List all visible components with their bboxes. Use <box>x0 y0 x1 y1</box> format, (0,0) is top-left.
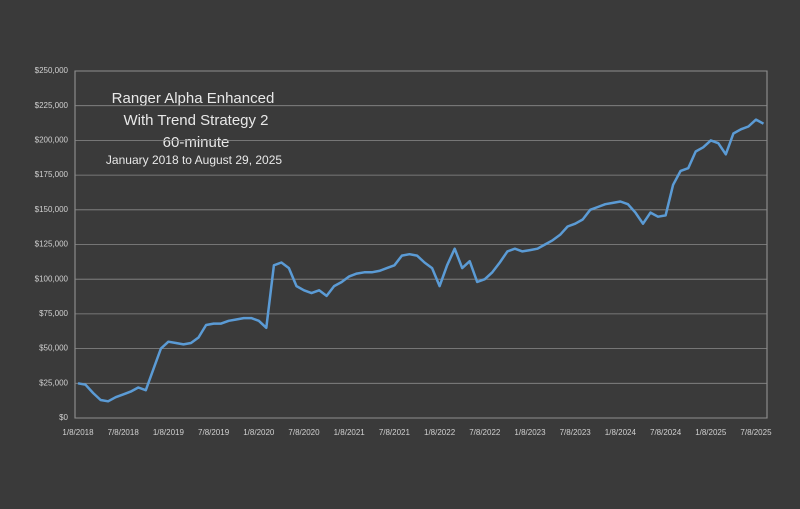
subtitle: January 2018 to August 29, 2025 <box>106 153 282 167</box>
x-tick-label: 1/8/2023 <box>514 428 546 437</box>
x-tick-label: 1/8/2019 <box>153 428 185 437</box>
title-line: With Trend Strategy 2 <box>123 112 268 129</box>
y-tick-label: $175,000 <box>35 170 69 179</box>
x-tick-label: 7/8/2020 <box>288 428 320 437</box>
y-tick-label: $125,000 <box>35 240 69 249</box>
x-tick-label: 1/8/2025 <box>695 428 727 437</box>
y-tick-label: $0 <box>59 413 68 422</box>
x-tick-label: 7/8/2018 <box>108 428 140 437</box>
y-tick-label: $250,000 <box>35 66 69 75</box>
y-tick-label: $225,000 <box>35 101 69 110</box>
x-tick-label: 1/8/2022 <box>424 428 456 437</box>
x-tick-label: 1/8/2020 <box>243 428 275 437</box>
x-tick-label: 7/8/2022 <box>469 428 501 437</box>
title-line: Ranger Alpha Enhanced <box>112 90 275 107</box>
x-tick-label: 7/8/2023 <box>560 428 592 437</box>
x-tick-label: 1/8/2018 <box>62 428 94 437</box>
x-tick-label: 7/8/2019 <box>198 428 230 437</box>
x-tick-label: 7/8/2025 <box>740 428 772 437</box>
y-tick-label: $25,000 <box>39 378 68 387</box>
line <box>77 118 765 403</box>
y-tick-label: $150,000 <box>35 205 69 214</box>
x-tick-label: 7/8/2024 <box>650 428 682 437</box>
y-tick-label: $200,000 <box>35 136 69 145</box>
x-tick-label: 1/8/2021 <box>334 428 366 437</box>
y-tick-label: $100,000 <box>35 274 69 283</box>
x-tick-label: 1/8/2024 <box>605 428 637 437</box>
y-tick-label: $75,000 <box>39 309 68 318</box>
y-tick-label: $50,000 <box>39 344 68 353</box>
x-tick-label: 7/8/2021 <box>379 428 411 437</box>
title-line: 60-minute <box>163 134 230 151</box>
